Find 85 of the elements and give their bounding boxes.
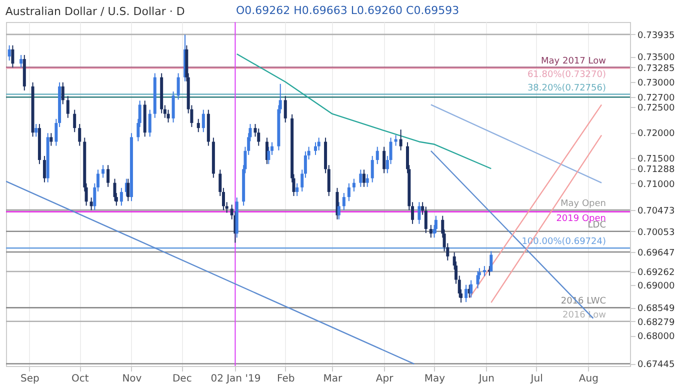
candlestick (176, 72, 180, 100)
x-tick-label: Sep (20, 374, 40, 384)
candlestick (424, 206, 428, 234)
candlestick (267, 146, 270, 165)
candlestick (113, 178, 116, 202)
candlestick (342, 192, 346, 211)
candlestick (418, 202, 421, 224)
y-tick-label: 0.68279 (638, 318, 675, 328)
y-tick-label: 0.69647 (638, 248, 675, 258)
candlestick (50, 132, 53, 146)
candlestick (337, 202, 340, 220)
candlestick (362, 169, 366, 188)
y-tick-label: 0.70053 (638, 228, 675, 238)
candlestick (106, 164, 110, 188)
x-tick-label: Nov (122, 374, 142, 384)
y-tick-label: 0.67445 (638, 360, 675, 370)
chart-title: Australian Dollar / U.S. Dollar · D (5, 5, 185, 18)
y-tick-label: 0.69000 (638, 281, 675, 292)
candlestick (490, 250, 493, 272)
y-tick-label: 0.72700 (638, 94, 675, 104)
y-tick-label: 0.68549 (638, 304, 675, 314)
line-series (236, 53, 492, 170)
candlestick (470, 280, 473, 298)
candlestick (376, 146, 379, 165)
candlestick (352, 178, 356, 192)
y-tick-label: 0.68000 (638, 332, 675, 342)
candlestick (359, 169, 362, 188)
candlestick (394, 134, 398, 146)
candlestick (370, 155, 374, 183)
ref-line-label: 38.20%(0.72756) (527, 83, 606, 94)
y-tick-label: 0.73500 (638, 53, 675, 63)
candlestick (73, 109, 76, 133)
y-tick-label: 0.73935 (638, 30, 675, 41)
candlestick (172, 91, 175, 123)
candlestick (196, 118, 200, 133)
candlestick (296, 182, 299, 197)
y-tick-label: 0.71288 (638, 165, 675, 176)
x-tick-label: Jun (478, 374, 494, 384)
y-tick-label: 0.73000 (638, 78, 675, 88)
x-tick-label: Apr (376, 374, 394, 384)
x-tick-label: Oct (71, 374, 89, 384)
y-tick-label: 0.73285 (638, 64, 675, 74)
x-tick-label: Dec (172, 374, 192, 384)
y-tick-label: 0.69262 (638, 268, 675, 278)
candlestick (382, 146, 386, 174)
x-tick-label: Jul (530, 374, 543, 384)
candlestick (66, 96, 70, 118)
candlestick (11, 44, 14, 68)
y-tick-label: 0.70473 (638, 206, 675, 217)
candlestick (482, 266, 486, 277)
candlestick (202, 109, 205, 133)
y-tick-label: 0.71000 (638, 180, 675, 190)
x-tick-label: Feb (277, 374, 295, 384)
candlestick (8, 44, 11, 62)
candlestick (34, 123, 38, 138)
candlestick (284, 96, 287, 123)
candlestick (429, 224, 432, 238)
x-tick-label: May (424, 374, 446, 384)
candlestick (399, 129, 402, 151)
text: O0.69262 H0.69663 L0.69260 C0.69593 (236, 4, 460, 17)
x-tick-label: Mar (323, 374, 344, 384)
candlestick (317, 137, 320, 151)
ref-line-label: May 2017 Low (541, 56, 606, 66)
y-tick-label: 0.72500 (638, 104, 675, 114)
candlestick (20, 54, 23, 68)
candlestick (366, 174, 369, 188)
x-tick-label: Aug (578, 374, 598, 384)
candlestick (90, 197, 93, 211)
x-tick-label: 02 Jan '19 (210, 374, 261, 384)
ref-line-label: May Open (560, 199, 606, 210)
candlestick (257, 128, 260, 146)
candlestick (102, 164, 105, 178)
candlestick (148, 109, 152, 138)
candlestick (61, 82, 64, 105)
candlestick (347, 182, 350, 202)
candlestick (78, 123, 82, 146)
y-tick-label: 0.71500 (638, 154, 675, 164)
candlestick (476, 270, 480, 289)
candlestick (42, 155, 46, 183)
candlestick (120, 187, 123, 206)
ref-line-label: 61.80%(0.73270) (527, 70, 606, 80)
candlestick (166, 109, 170, 123)
y-tick-label: 0.72000 (638, 129, 675, 140)
candlestick (464, 284, 468, 303)
candlestick (314, 142, 317, 156)
